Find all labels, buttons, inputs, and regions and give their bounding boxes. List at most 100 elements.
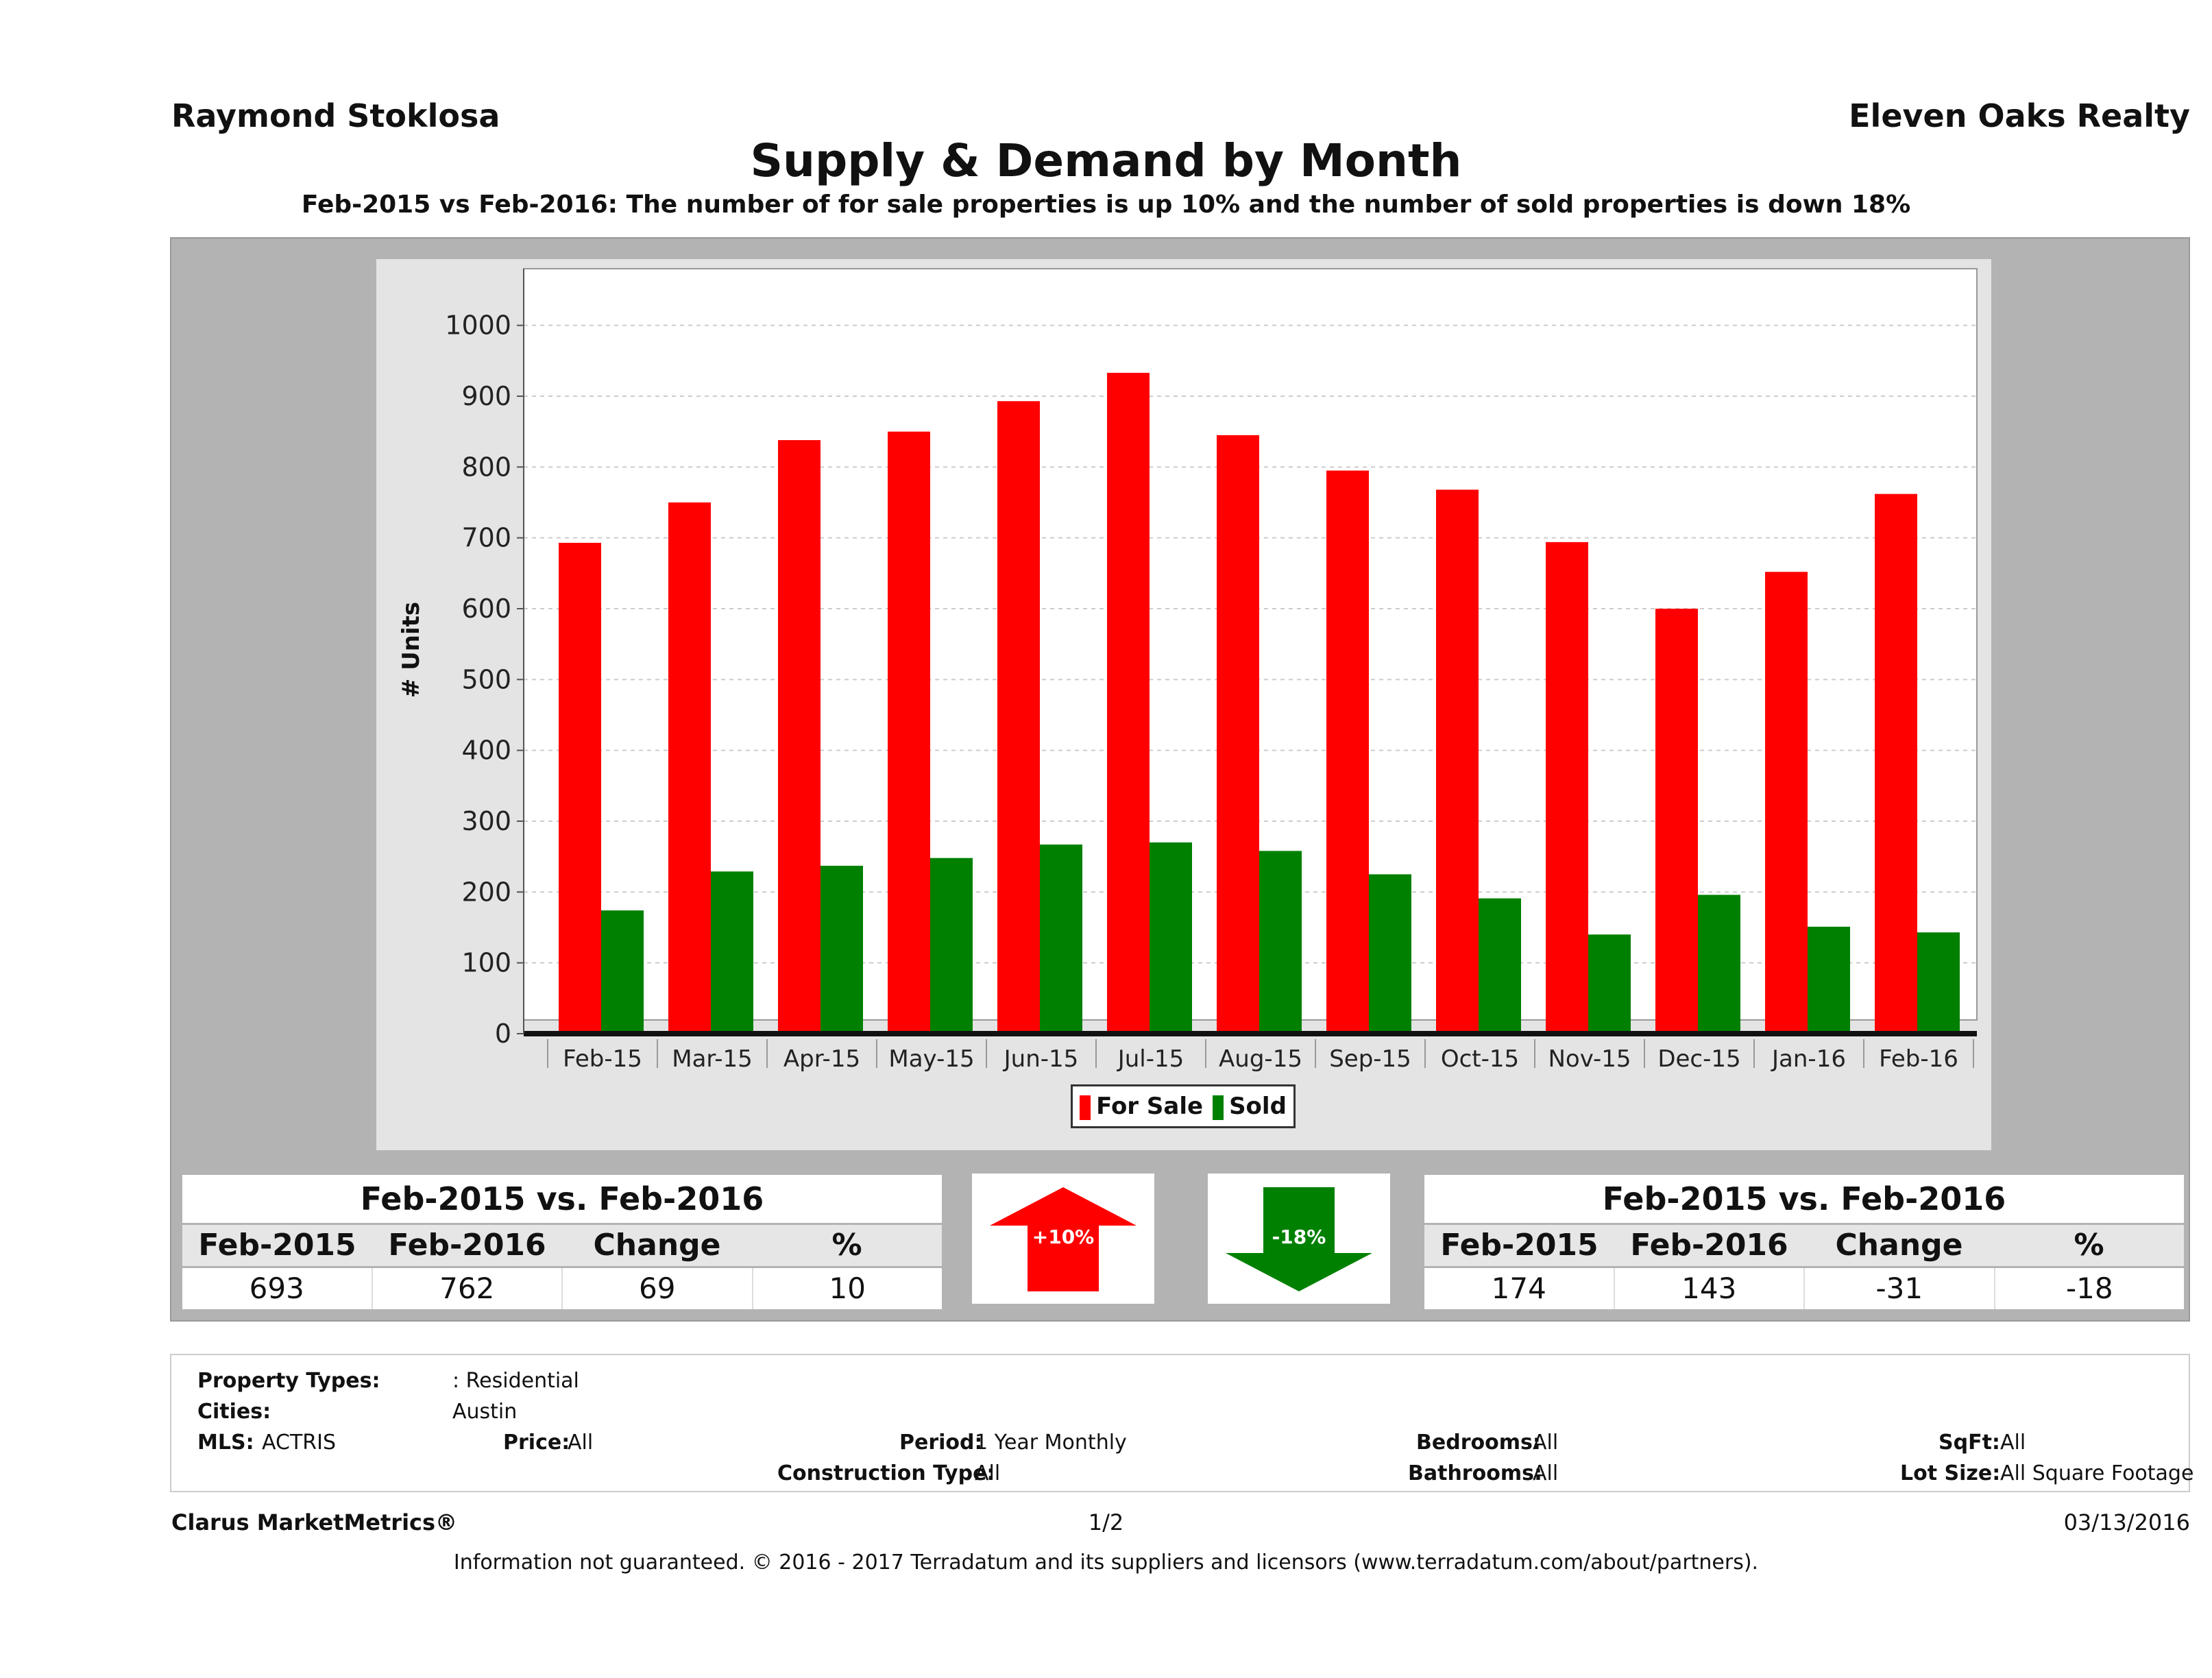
- sold-table-header: Feb-2015 Feb-2016 Change %: [1424, 1225, 2184, 1268]
- period-label: Period:: [899, 1431, 983, 1455]
- bar-sold: [930, 858, 973, 1034]
- bathrooms-label: Bathrooms:: [1408, 1461, 1542, 1485]
- sold-table-title: Feb-2015 vs. Feb-2016: [1424, 1175, 2184, 1225]
- y-tick-label: 400: [461, 735, 511, 766]
- header-cell: Change: [593, 1228, 721, 1263]
- y-tick-label: 800: [461, 452, 511, 482]
- header-cell: Feb-2016: [1630, 1228, 1788, 1263]
- bedrooms-value: All: [1533, 1431, 1559, 1455]
- x-tick-label: Feb-16: [1879, 1045, 1958, 1073]
- y-tick-label: 700: [461, 523, 511, 553]
- bar-for-sale: [778, 440, 821, 1034]
- bar-for-sale: [668, 502, 711, 1034]
- header-cell: Change: [1835, 1228, 1963, 1263]
- bar-sold: [1917, 932, 1960, 1034]
- header-cell: Feb-2015: [198, 1228, 356, 1263]
- bar-for-sale: [1655, 609, 1698, 1034]
- header-cell: %: [2074, 1228, 2104, 1263]
- bar-for-sale: [1875, 494, 1917, 1034]
- up-arrow-label: +10%: [1032, 1226, 1095, 1248]
- y-tick-label: 900: [461, 381, 511, 411]
- y-tick-label: 500: [461, 664, 511, 694]
- value-cell: 693: [182, 1268, 373, 1309]
- bar-sold: [821, 866, 863, 1034]
- sqft-label: SqFt:: [1938, 1431, 2000, 1455]
- for-sale-change-indicator: +10%: [972, 1174, 1154, 1304]
- y-axis-label: # Units: [398, 602, 425, 698]
- value-cell: -18: [2065, 1272, 2113, 1305]
- agent-name: Raymond Stoklosa: [171, 97, 500, 134]
- value-cell: 69: [563, 1268, 753, 1309]
- bar-for-sale: [1217, 435, 1259, 1034]
- y-tick-label: 0: [495, 1019, 511, 1049]
- bar-sold: [601, 910, 644, 1034]
- sold-table-row: 174 143 -31 -18: [1424, 1268, 2184, 1309]
- sqft-value: All: [2000, 1431, 2026, 1455]
- x-tick-label: Dec-15: [1657, 1045, 1740, 1073]
- x-tick-label: Mar-15: [672, 1045, 753, 1073]
- construction-type-value: All: [975, 1461, 1001, 1485]
- price-label: Price:: [503, 1431, 570, 1455]
- header-cell: Feb-2016: [388, 1228, 546, 1263]
- down-arrow-label: -18%: [1272, 1226, 1326, 1248]
- cities-label: Cities:: [197, 1400, 271, 1424]
- sold-stats-table: Feb-2015 vs. Feb-2016 Feb-2015 Feb-2016 …: [1424, 1175, 2184, 1309]
- period-value: 1 Year Monthly: [975, 1431, 1127, 1455]
- x-tick-label: Feb-15: [563, 1045, 642, 1073]
- bar-sold: [711, 871, 753, 1034]
- bar-sold: [1698, 895, 1740, 1034]
- brokerage-name: Eleven Oaks Realty: [1849, 97, 2190, 134]
- x-tick-label: Jul-15: [1117, 1045, 1184, 1073]
- chart-title: Supply & Demand by Month: [750, 134, 1462, 187]
- for-sale-table-title: Feb-2015 vs. Feb-2016: [182, 1175, 942, 1225]
- up-arrow-icon: [990, 1187, 1137, 1291]
- x-tick-label: Aug-15: [1219, 1045, 1302, 1073]
- y-tick-label: 300: [461, 806, 511, 836]
- bar-for-sale: [997, 401, 1040, 1034]
- price-value: All: [568, 1431, 594, 1455]
- y-tick-label: 600: [461, 594, 511, 624]
- bar-for-sale: [559, 542, 601, 1034]
- bar-sold: [1040, 844, 1082, 1034]
- header-cell: Feb-2015: [1440, 1228, 1599, 1263]
- legend-label-sold: Sold: [1229, 1093, 1287, 1120]
- report-date: 03/13/2016: [2063, 1509, 2190, 1535]
- y-tick-label: 100: [461, 948, 511, 978]
- chart-subtitle: Feb-2015 vs Feb-2016: The number of for …: [301, 191, 1911, 219]
- header-cell: %: [831, 1228, 862, 1263]
- bar-sold: [1479, 898, 1521, 1034]
- cities-value: Austin: [452, 1400, 518, 1424]
- bar-for-sale: [888, 431, 930, 1034]
- x-tick-label: Jan-16: [1771, 1045, 1846, 1073]
- value-cell: 10: [829, 1272, 866, 1305]
- bar-for-sale: [1107, 372, 1150, 1034]
- for-sale-stats-table: Feb-2015 vs. Feb-2016 Feb-2015 Feb-2016 …: [182, 1175, 942, 1309]
- for-sale-table-header: Feb-2015 Feb-2016 Change %: [182, 1225, 942, 1268]
- legend-label-for-sale: For Sale: [1096, 1093, 1204, 1120]
- sold-change-indicator: -18%: [1208, 1174, 1390, 1304]
- bar-for-sale: [1546, 542, 1588, 1034]
- search-criteria-box: Property Types: : Residential Cities: Au…: [170, 1354, 2194, 1492]
- mls-label: MLS:: [197, 1431, 254, 1455]
- disclaimer: Information not guaranteed. © 2016 - 201…: [453, 1551, 1759, 1574]
- y-tick-label: 200: [461, 877, 511, 907]
- bar-sold: [1369, 874, 1411, 1034]
- down-arrow-icon: [1226, 1187, 1372, 1291]
- value-cell: 762: [373, 1268, 563, 1309]
- mls-value: ACTRIS: [262, 1431, 337, 1455]
- page-number: 1/2: [1088, 1509, 1124, 1535]
- legend-swatch-for-sale: [1080, 1095, 1091, 1120]
- value-cell: 174: [1424, 1268, 1615, 1309]
- property-types-label: Property Types:: [197, 1369, 380, 1393]
- x-tick-label: Apr-15: [783, 1045, 860, 1073]
- x-tick-label: Jun-15: [1003, 1045, 1079, 1073]
- x-tick-label: Nov-15: [1548, 1045, 1631, 1073]
- value-cell: -31: [1805, 1268, 1995, 1309]
- chart-legend: For Sale Sold: [1071, 1084, 1296, 1128]
- lot-size-label: Lot Size:: [1900, 1461, 2001, 1485]
- y-tick-label: 1000: [445, 311, 511, 341]
- bar-sold: [1588, 934, 1631, 1034]
- bar-sold: [1259, 851, 1302, 1034]
- legend-swatch-sold: [1213, 1095, 1224, 1120]
- lot-size-value: All Square Footage: [2000, 1461, 2194, 1485]
